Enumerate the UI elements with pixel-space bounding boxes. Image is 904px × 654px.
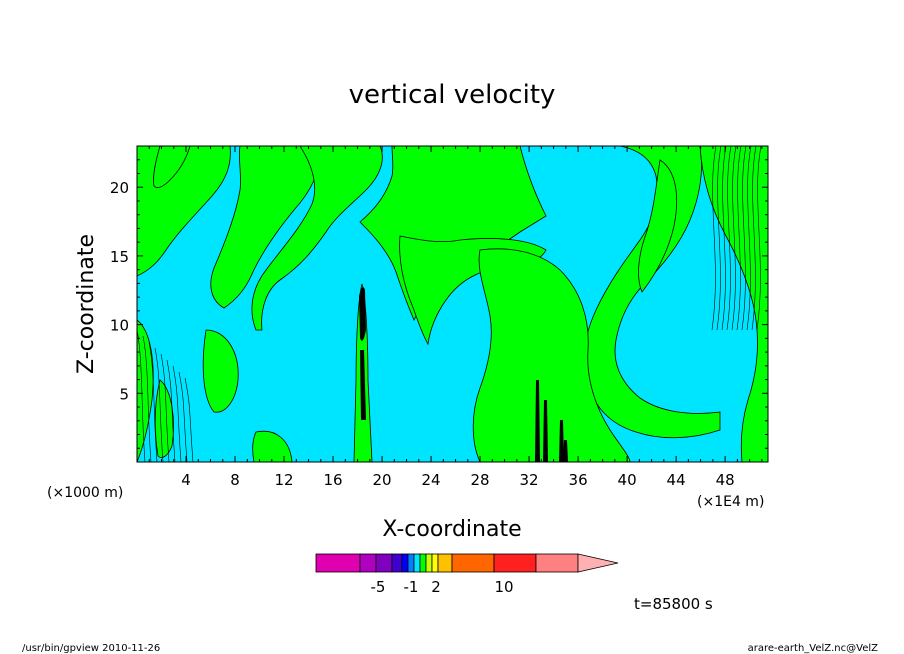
- contour-line: [756, 146, 762, 331]
- x-tick-label: 12: [274, 471, 293, 489]
- colorbar-arrow: [577, 553, 619, 573]
- contour-region-positive: [252, 430, 293, 462]
- colorbar-segment: [413, 553, 421, 573]
- y-tick-label: 5: [119, 385, 129, 403]
- contour-line: [160, 353, 170, 462]
- colorbar-segment: [493, 553, 537, 573]
- footer-right: arare-earth_VelZ.nc@VelZ: [748, 643, 879, 654]
- y-axis: 5 10 15 20: [110, 159, 768, 449]
- colorbar-segment: [535, 553, 579, 573]
- contour-region-positive: [638, 159, 677, 293]
- x-tick-label: 8: [230, 471, 240, 489]
- colorbar-label: 10: [494, 578, 513, 596]
- contour-line: [721, 146, 727, 331]
- contour-line: [751, 146, 757, 331]
- colorbar-segment: [431, 553, 439, 573]
- colorbar-segment: [419, 553, 427, 573]
- colorbar-segment: [451, 553, 495, 573]
- contour-fields: [137, 146, 768, 462]
- colorbar-segment: [391, 553, 403, 573]
- updraft-core-lower: [360, 350, 366, 420]
- y-tick-label: 15: [110, 248, 129, 266]
- colorbar-segment: [359, 553, 377, 573]
- time-label: t=85800 s: [634, 595, 713, 613]
- x-tick-label: 16: [323, 471, 342, 489]
- y-axis-label: Z-coordinate: [74, 234, 99, 374]
- x-unit-left: (×1000 m): [47, 485, 123, 501]
- contour-line: [746, 146, 752, 331]
- y-tick-label: 10: [110, 317, 129, 335]
- plot-frame: [136, 145, 769, 463]
- x-tick-label: 48: [716, 471, 735, 489]
- contour-line: [184, 377, 194, 462]
- x-tick-label: 36: [569, 471, 588, 489]
- contour-line: [711, 146, 717, 331]
- small-updraft: [535, 380, 540, 462]
- contour-line: [716, 146, 722, 331]
- small-updraft: [543, 400, 548, 462]
- colorbar-segment: [407, 553, 415, 573]
- plot-area: [136, 145, 769, 463]
- contour-region-positive: [153, 146, 191, 188]
- y-tick-label: 20: [110, 179, 129, 197]
- colorbar-label: 2: [431, 578, 441, 596]
- colorbar-label: -5: [371, 578, 386, 596]
- colorbar-segment: [315, 553, 361, 573]
- colorbar-segment: [425, 553, 433, 573]
- colorbar-label: -1: [404, 578, 419, 596]
- x-tick-label: 20: [373, 471, 392, 489]
- colorbar-labels: -5 -1 2 10: [371, 578, 514, 596]
- x-axis-label: X-coordinate: [382, 517, 521, 542]
- contour-line: [166, 359, 176, 462]
- x-tick-label: 28: [471, 471, 490, 489]
- contour-line: [178, 371, 188, 462]
- contour-line: [736, 146, 742, 331]
- colorbar-segment: [437, 553, 453, 573]
- colorbar-segment: [401, 553, 409, 573]
- contour-line: [741, 146, 747, 331]
- contour-region-positive: [202, 329, 239, 413]
- contour-region-positive: [251, 146, 383, 331]
- x-tick-label: 4: [181, 471, 191, 489]
- colorbar-segment: [375, 553, 393, 573]
- x-unit-right: (×1E4 m): [697, 494, 764, 510]
- contour-line: [154, 347, 164, 462]
- x-tick-label: 32: [520, 471, 539, 489]
- contour-line: [142, 335, 152, 462]
- contour-region-positive: [472, 248, 631, 462]
- contour-region-positive: [137, 319, 154, 462]
- x-tick-label: 44: [667, 471, 686, 489]
- updraft-core: [359, 287, 366, 341]
- x-tick-label: 24: [422, 471, 441, 489]
- x-tick-label: 40: [618, 471, 637, 489]
- contour-line: [726, 146, 732, 331]
- chart-title: vertical velocity: [349, 80, 556, 110]
- x-axis: 4 8 12 16 20 24 28 32 36 40 44 48: [148, 146, 763, 489]
- contour-region-positive: [210, 146, 321, 309]
- small-updraft: [563, 440, 568, 462]
- small-updraft: [559, 420, 564, 462]
- contour-line: [172, 365, 182, 462]
- contour-region-positive: [699, 146, 768, 462]
- contour-line: [731, 146, 737, 331]
- contour-line: [137, 329, 146, 462]
- contour-line: [148, 341, 158, 462]
- footer-left: /usr/bin/gpview 2010-11-26: [22, 643, 160, 654]
- colorbar: [315, 553, 619, 573]
